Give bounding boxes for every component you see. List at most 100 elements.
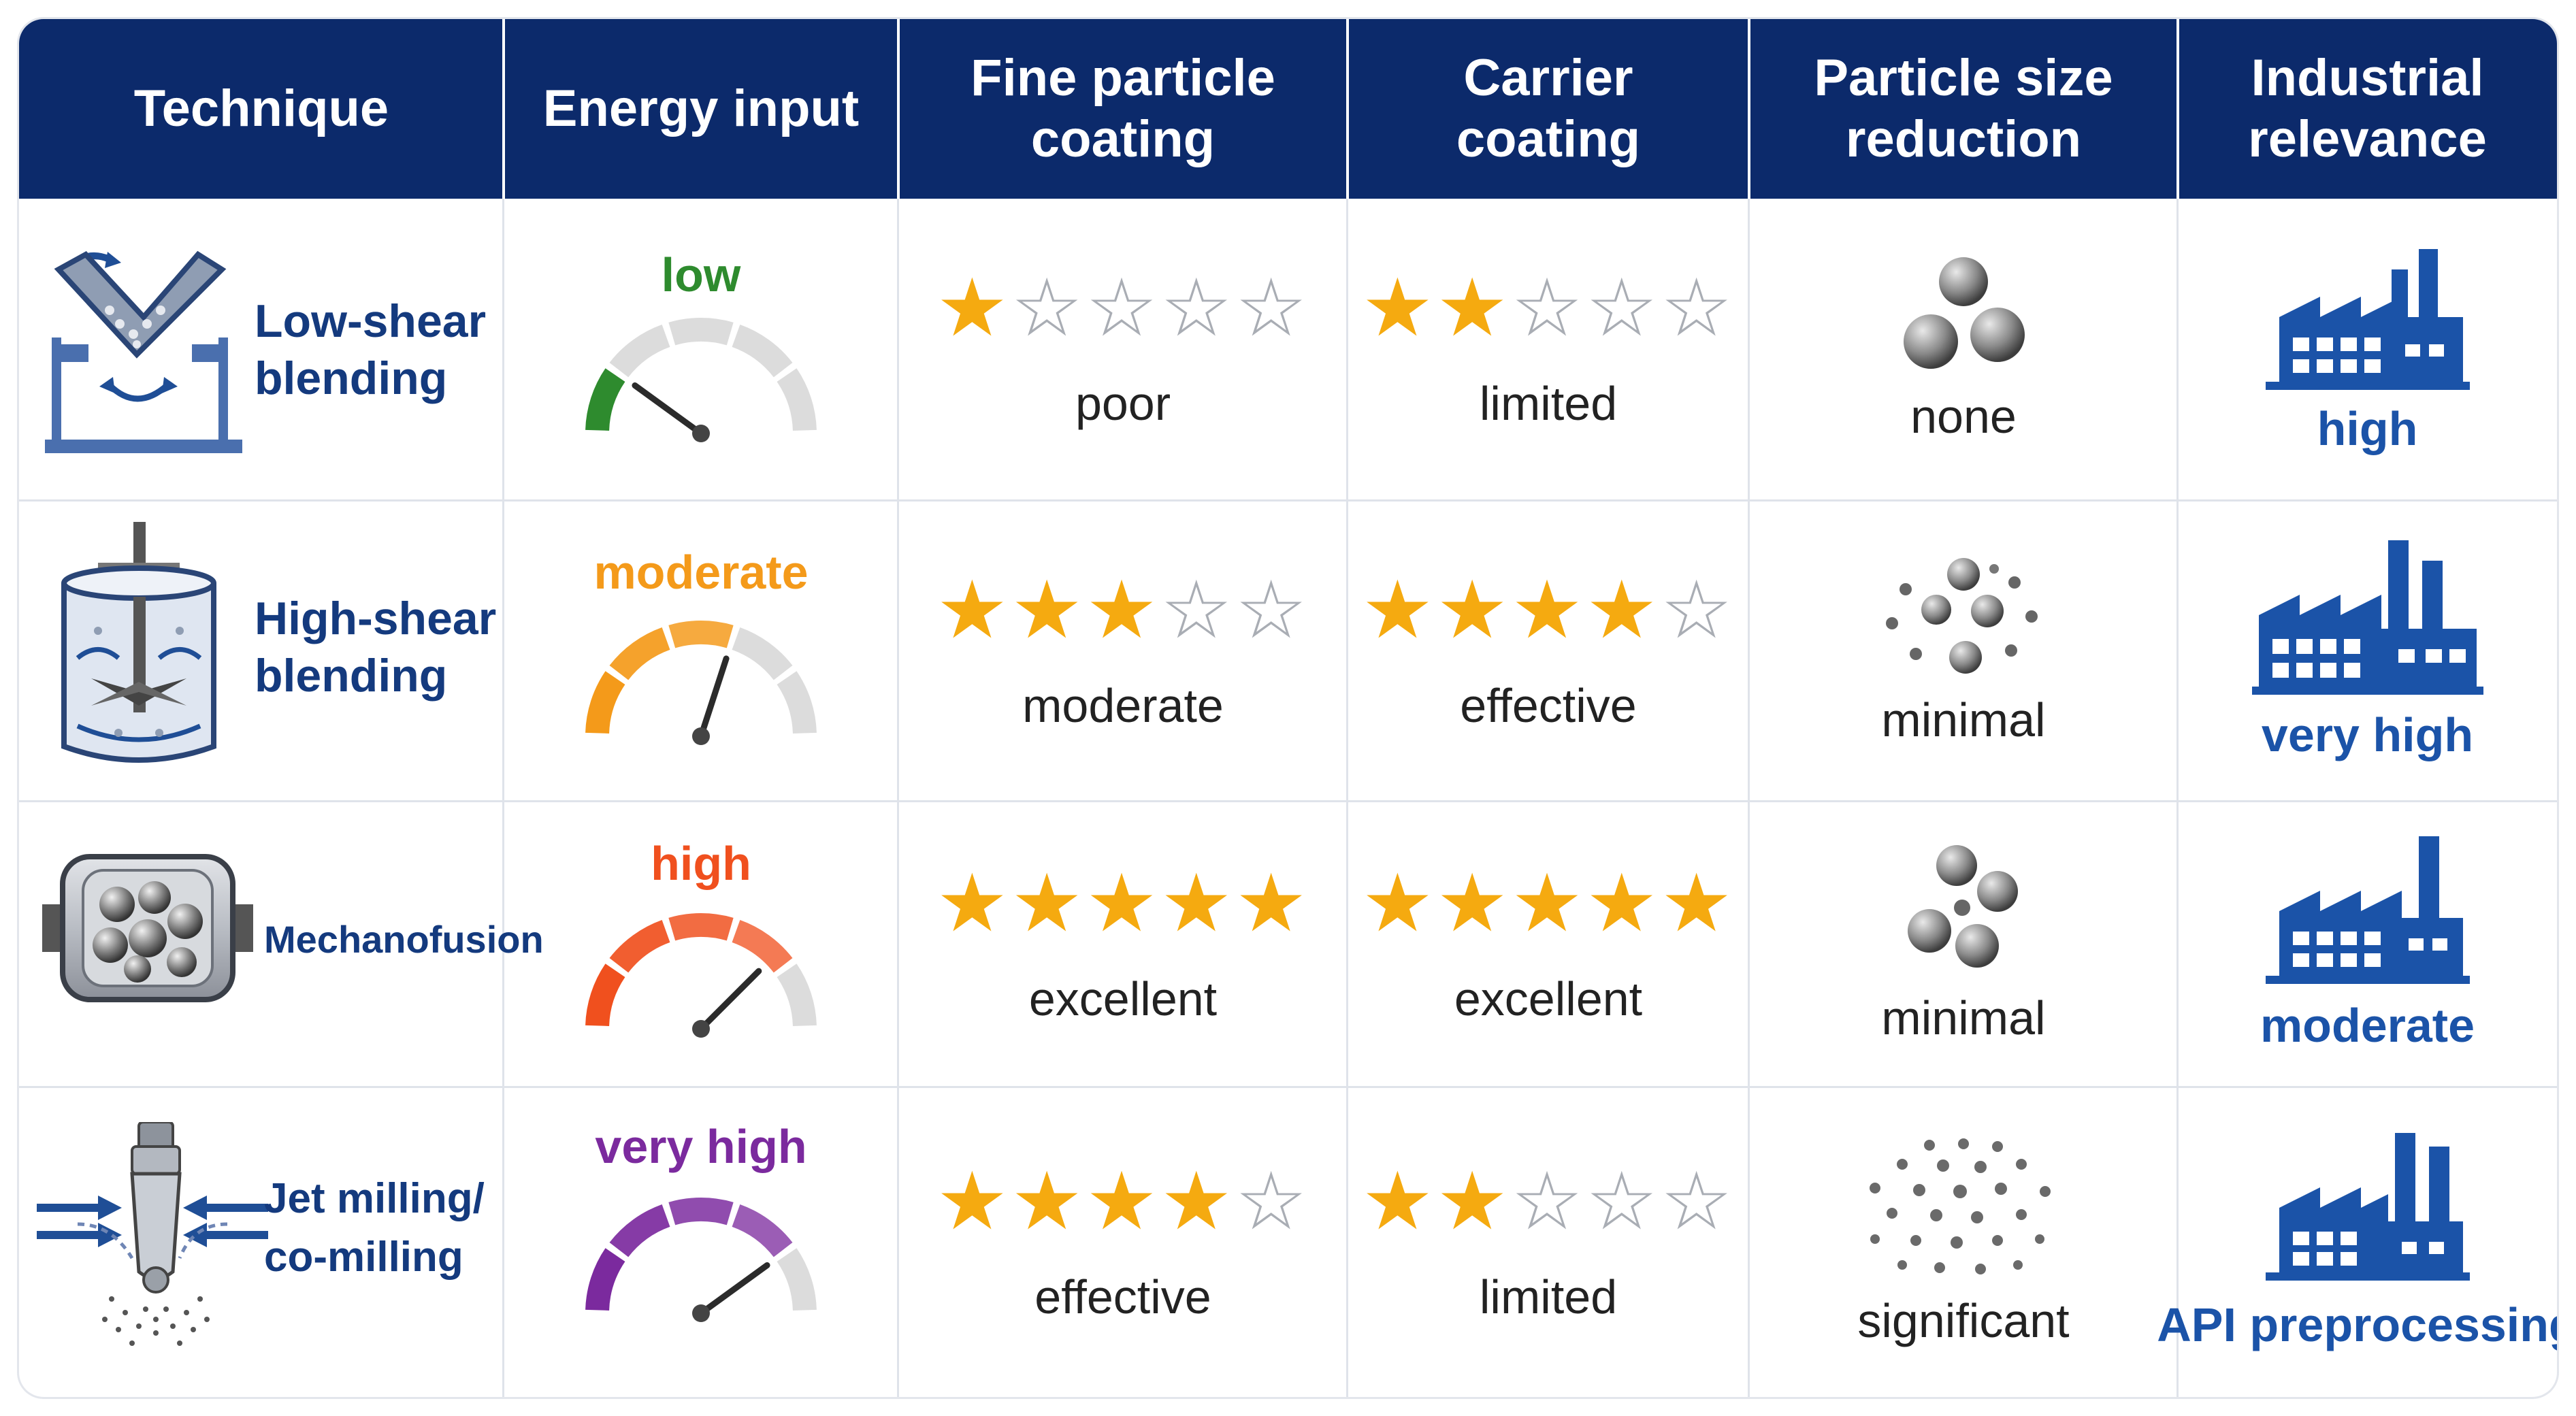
energy-cell: very high [504,1088,898,1397]
star-empty-icon: ☆ [1511,263,1586,353]
star-empty-icon: ☆ [1660,263,1735,353]
gauge-hub [692,425,710,442]
industrial-text: moderate [2260,998,2475,1052]
scattered-particles-icon [1886,557,2038,674]
table-header: Technique Energy input Fine particle coa… [19,19,2557,199]
three-particles-icon [1904,257,2025,369]
star-empty-icon: ☆ [1011,263,1086,353]
star-filled-icon: ★ [1361,858,1437,949]
industrial-text: API preprocessing [2157,1298,2557,1351]
gauge-needle [698,1262,770,1317]
gauge-segment [732,324,793,378]
high-shear-mixer-icon [61,522,216,763]
size-reduction-cell: minimal [1749,501,2178,800]
header-technique: Technique [19,19,504,199]
header-size-line1: Particle size [1814,49,2113,107]
fine-coating-text: poor [1075,377,1171,430]
star-filled-icon: ★ [1436,565,1512,655]
carrier-coating-cell: ★★☆☆☆ limited [1348,199,1749,499]
gauge-segment [585,368,625,431]
industrial-cell: moderate [2178,802,2557,1086]
table-row: High-shear blending moderate ★★★☆☆ moder… [19,501,2557,800]
carrier-coating-stars: ★★★★★ [1362,863,1735,944]
industrial-cell: high [2178,199,2557,499]
fine-coating-cell: ★★★☆☆ moderate [898,501,1348,800]
star-filled-icon: ★ [1361,263,1437,353]
carrier-coating-text: limited [1479,377,1618,430]
gauge-segment [668,1198,734,1225]
star-filled-icon: ★ [1436,858,1512,949]
star-empty-icon: ☆ [1086,263,1160,353]
gauge-segment [609,627,670,680]
star-empty-icon: ☆ [1235,565,1310,655]
mechanofusion-drum-icon [42,854,253,1002]
size-reduction-cell: minimal [1749,802,2178,1086]
header-carrier-line1: Carrier [1463,49,1633,107]
carrier-coating-text: excellent [1454,972,1643,1025]
energy-label: moderate [593,546,809,599]
star-filled-icon: ★ [1361,1157,1437,1247]
factory-icon [2265,1133,2470,1281]
carrier-coating-cell: ★★☆☆☆ limited [1348,1088,1749,1397]
star-filled-icon: ★ [1585,565,1661,655]
gauge-segment [609,919,670,973]
fine-coating-text: moderate [1022,678,1224,732]
technique-name: High-shear blending [255,593,497,702]
header-technique-label: Technique [133,80,389,137]
carrier-coating-text: limited [1479,1270,1618,1323]
energy-cell: low [504,199,898,499]
star-filled-icon: ★ [936,858,1011,949]
star-filled-icon: ★ [1436,263,1512,353]
star-empty-icon: ☆ [1160,263,1235,353]
carrier-coating-stars: ★★☆☆☆ [1362,1161,1735,1242]
star-filled-icon: ★ [1011,565,1086,655]
gauge-segment [585,671,625,734]
table-row: Mechanofusion high ★★★★★ excellent ★★★★★… [19,802,2557,1086]
factory-icon [2265,249,2470,390]
energy-gauge [585,318,817,442]
size-reduction-text: none [1910,390,2017,443]
fine-coating-cell: ★☆☆☆☆ poor [898,199,1348,499]
gauge-segment [609,1204,670,1257]
industrial-text: high [2317,402,2418,455]
carrier-coating-cell: ★★★★★ excellent [1348,802,1749,1086]
jet-mill-icon [37,1122,268,1346]
header-industrial-line1: Industrial [2251,49,2484,107]
gauge-hub [692,1020,710,1038]
energy-cell: moderate [504,501,898,800]
fine-coating-stars: ★★★★★ [936,863,1310,944]
star-filled-icon: ★ [1086,565,1160,655]
fine-coating-stars: ★★★☆☆ [936,570,1310,651]
header-size-line2: reduction [1845,110,2082,168]
fine-coating-stars: ★☆☆☆☆ [936,267,1310,349]
star-filled-icon: ★ [936,263,1011,353]
star-filled-icon: ★ [1511,565,1586,655]
star-filled-icon: ★ [1086,858,1160,949]
factory-icon [2265,836,2470,984]
star-filled-icon: ★ [1086,1157,1160,1247]
table-row: Jet milling/ co-milling very high ★★★★☆ … [19,1088,2557,1397]
comparison-table: Technique Energy input Fine particle coa… [19,19,2557,1397]
fine-coating-text: effective [1034,1270,1211,1323]
fine-coating-cell: ★★★★☆ effective [898,1088,1348,1397]
energy-cell: high [504,802,898,1086]
industrial-cell: very high [2178,501,2557,800]
table-row: Low-shear blending low ★☆☆☆☆ poor ★★☆☆☆ … [19,199,2557,499]
header-industrial-line2: relevance [2248,110,2487,168]
energy-gauge [585,913,817,1038]
star-filled-icon: ★ [936,1157,1011,1247]
energy-label: low [661,248,741,301]
size-reduction-text: minimal [1881,693,2046,746]
gauge-segment [668,913,734,941]
gauge-segment [732,919,793,973]
star-empty-icon: ☆ [1660,1157,1735,1247]
few-particles-icon [1908,844,2018,968]
industrial-text: very high [2261,708,2474,761]
star-empty-icon: ☆ [1511,1157,1586,1247]
header-carrier-coating: Carrier coating [1348,19,1749,199]
gauge-segment [777,368,817,431]
star-empty-icon: ☆ [1160,565,1235,655]
star-filled-icon: ★ [1361,565,1437,655]
technique-name: Low-shear blending [255,295,487,404]
star-filled-icon: ★ [936,565,1011,655]
